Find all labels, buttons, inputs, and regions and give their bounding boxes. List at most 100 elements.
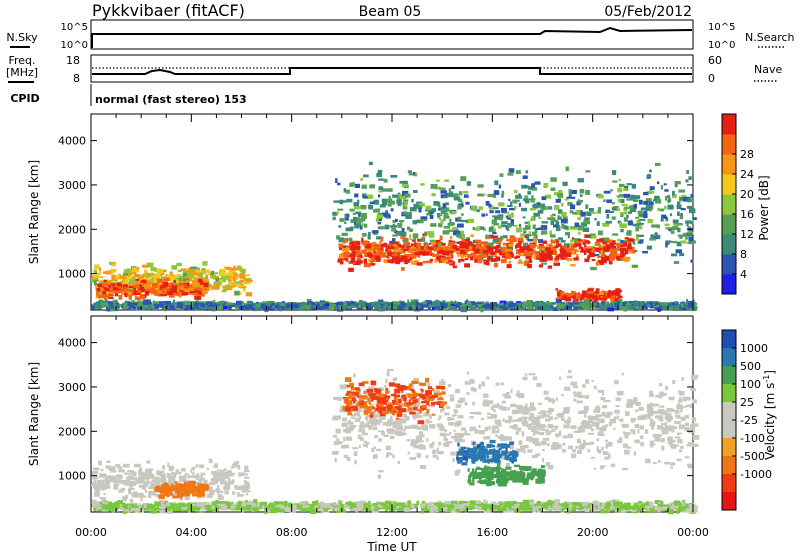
velocity-cell bbox=[677, 433, 681, 436]
velocity-cell bbox=[681, 417, 686, 421]
velocity-cell bbox=[617, 391, 623, 396]
power-cell bbox=[614, 303, 619, 307]
velocity-cell bbox=[634, 451, 636, 455]
velocity-cell bbox=[501, 383, 505, 386]
power-cell bbox=[538, 239, 543, 243]
velocity-cell bbox=[635, 424, 639, 428]
velocity-cell bbox=[516, 405, 522, 409]
velocity-cell bbox=[429, 444, 432, 447]
power-cell bbox=[657, 181, 659, 184]
power-cell bbox=[585, 204, 588, 209]
velocity-cell bbox=[571, 454, 576, 459]
power-cell bbox=[196, 303, 200, 305]
velocity-cell bbox=[605, 440, 608, 443]
power-cell bbox=[571, 197, 575, 199]
power-cell bbox=[405, 202, 408, 207]
power-cell bbox=[621, 306, 625, 309]
velocity-cell bbox=[398, 461, 401, 464]
velocity-cell bbox=[564, 387, 570, 391]
velocity-cell bbox=[237, 492, 240, 494]
power-cell bbox=[148, 306, 151, 310]
power-cell bbox=[450, 236, 452, 239]
power-cell bbox=[384, 179, 388, 183]
power-cell bbox=[495, 210, 500, 213]
velocity-cell bbox=[529, 373, 536, 375]
power-cell bbox=[326, 307, 328, 310]
power-cell bbox=[604, 297, 607, 301]
velocity-cell bbox=[437, 451, 444, 455]
power-cell bbox=[215, 283, 218, 288]
velocity-cell bbox=[404, 426, 411, 429]
power-cell bbox=[385, 249, 388, 251]
power-cell bbox=[636, 236, 639, 240]
power-cell bbox=[439, 188, 446, 190]
power-cell bbox=[585, 170, 590, 172]
power-cell bbox=[632, 265, 638, 268]
velocity-cell bbox=[678, 390, 681, 393]
power-cell bbox=[630, 195, 634, 199]
power-cell bbox=[449, 210, 452, 213]
power-cell bbox=[335, 178, 337, 183]
power-cell bbox=[229, 283, 234, 286]
power-cell bbox=[234, 291, 240, 296]
power-cell bbox=[414, 207, 417, 211]
power-cell bbox=[499, 306, 505, 309]
velocity-cell bbox=[497, 428, 499, 433]
velocity-cell bbox=[446, 406, 450, 409]
power-cell bbox=[397, 223, 402, 228]
power-cell bbox=[648, 219, 653, 223]
velocity-cell bbox=[669, 440, 676, 443]
velocity-cell bbox=[665, 386, 668, 391]
velocity-cell bbox=[456, 469, 460, 473]
velocity-cell bbox=[371, 448, 374, 453]
power-cell bbox=[677, 228, 680, 232]
velocity-cell bbox=[567, 376, 573, 379]
power-cell bbox=[544, 305, 549, 309]
velocity-cell bbox=[675, 410, 680, 414]
power-cell bbox=[337, 209, 343, 211]
power-cell bbox=[475, 247, 482, 249]
velocity-cell bbox=[464, 402, 467, 405]
power-cell bbox=[457, 254, 459, 258]
power-cell bbox=[556, 240, 560, 242]
power-cell bbox=[521, 208, 527, 212]
power-cell bbox=[391, 225, 397, 227]
nave-tick-high: 60 bbox=[708, 54, 722, 67]
power-cell bbox=[527, 239, 533, 242]
power-cell bbox=[108, 291, 114, 294]
velocity-cell bbox=[386, 446, 391, 450]
velocity-cell bbox=[622, 468, 628, 470]
velocity-cell bbox=[378, 475, 382, 479]
power-cell bbox=[354, 194, 358, 198]
power-cell bbox=[235, 306, 238, 308]
velocity-cell bbox=[227, 474, 229, 477]
power-cell bbox=[410, 238, 412, 240]
power-cell bbox=[413, 190, 418, 193]
power-cell bbox=[597, 210, 601, 214]
power-cell bbox=[483, 194, 485, 196]
velocity-cell bbox=[450, 397, 455, 401]
power-cell bbox=[614, 252, 618, 256]
power-cell bbox=[627, 230, 632, 234]
power-cell bbox=[318, 306, 324, 311]
power-cell bbox=[618, 199, 621, 203]
velocity-cell bbox=[625, 411, 630, 416]
velocity-cell bbox=[93, 480, 96, 484]
power-cell bbox=[451, 306, 456, 309]
power-cell bbox=[507, 173, 513, 176]
velocity-cell bbox=[510, 404, 516, 408]
velocity-cell bbox=[596, 438, 599, 441]
power-cell bbox=[196, 305, 199, 309]
velocity-cell bbox=[426, 428, 428, 432]
power-cell bbox=[585, 240, 590, 242]
power-cell bbox=[93, 276, 97, 279]
velocity-cell bbox=[679, 425, 685, 430]
power-cell bbox=[547, 217, 554, 219]
velocity-cell bbox=[386, 455, 389, 458]
power-cell bbox=[475, 227, 479, 231]
velocity-cell bbox=[491, 414, 497, 419]
power-cell bbox=[237, 266, 241, 269]
velocity-cell bbox=[598, 390, 605, 393]
nsky-label: N.Sky bbox=[6, 31, 38, 44]
velocity-cell bbox=[411, 381, 415, 384]
